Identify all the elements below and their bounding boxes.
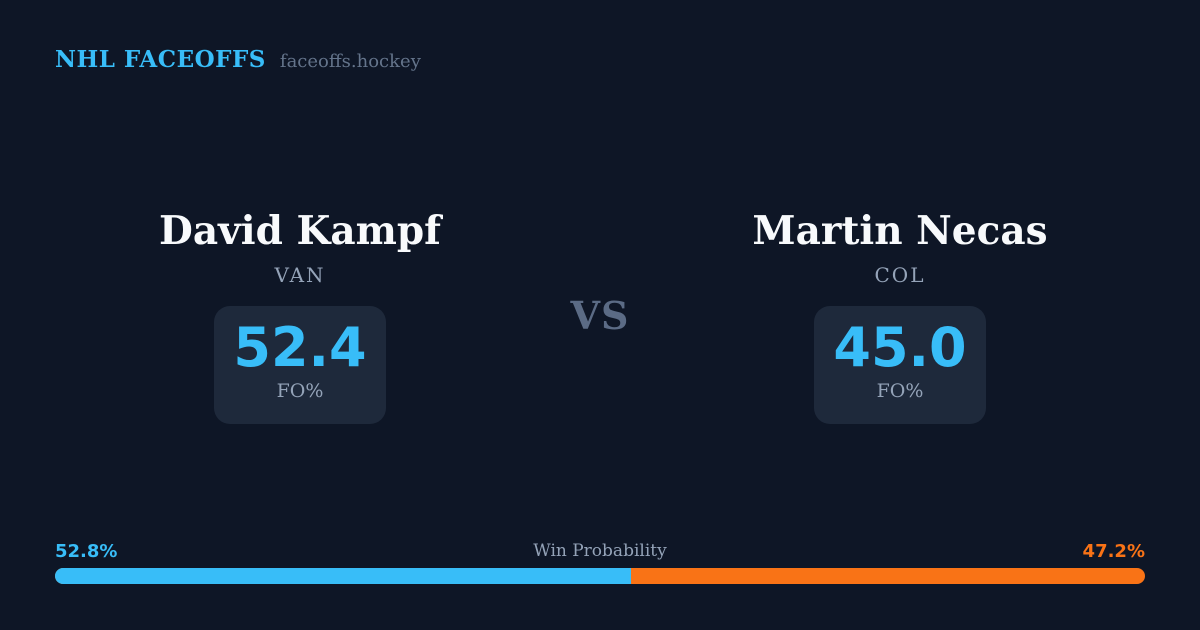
vs-label: VS [570,293,630,338]
player-team: VAN [274,263,326,287]
brand-title: NHL FACEOFFS [55,46,266,73]
header: NHL FACEOFFS faceoffs.hockey [55,46,421,73]
stat-value: 45.0 [833,316,967,379]
site-domain: faceoffs.hockey [279,51,421,72]
win-probability-left-pct: 52.8% [55,541,118,562]
player-team: COL [874,263,926,287]
win-probability-bar-left-segment [55,568,631,584]
win-probability-labels: 52.8% Win Probability 47.2% [55,541,1145,565]
stat-label: FO% [876,380,924,402]
player-card-right: Martin Necas COL 45.0 FO% [730,208,1070,424]
stat-label: FO% [276,380,324,402]
win-probability-title: Win Probability [533,541,667,561]
stat-box: 52.4 FO% [214,306,386,424]
player-card-left: David Kampf VAN 52.4 FO% [130,208,470,424]
player-name: Martin Necas [752,208,1048,254]
stat-box: 45.0 FO% [814,306,986,424]
win-probability-bar [55,568,1145,584]
player-name: David Kampf [159,208,441,254]
stat-value: 52.4 [233,316,367,379]
win-probability-right-pct: 47.2% [1082,541,1145,562]
